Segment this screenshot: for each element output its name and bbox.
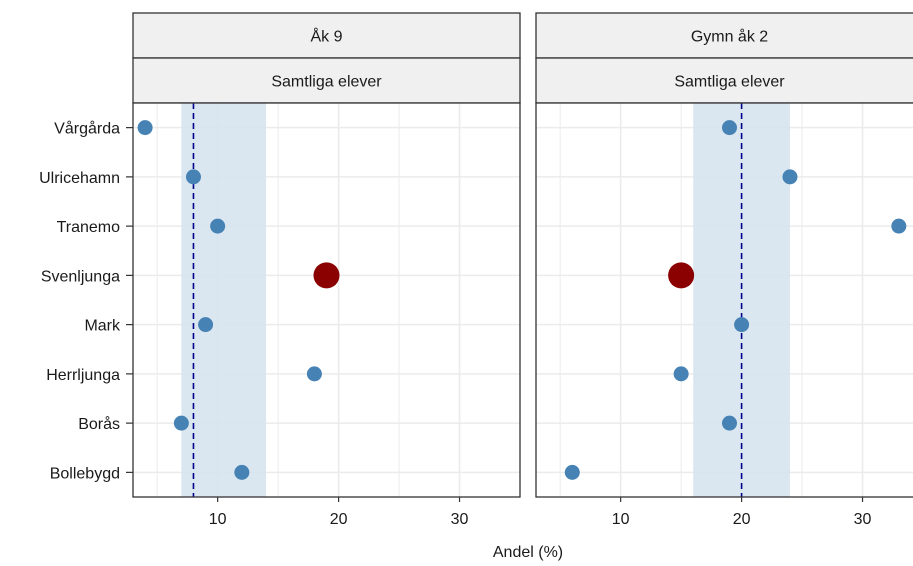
strip-top-label: Gymn åk 2 — [691, 28, 768, 46]
point-tranemo — [891, 218, 907, 234]
strip-top-label: Åk 9 — [310, 27, 342, 46]
facet-panels: Åk 9 Samtliga elever 10 20 30 Gymn åk 2 Samtli… — [132, 12, 913, 528]
y-tick-label-herrljunga: Herrljunga — [46, 367, 120, 384]
reference-band — [181, 103, 267, 497]
y-tick-label-vårgårda: Vårgårda — [54, 120, 120, 138]
panel-2: Gymn åk 2 Samtliga elever 10 20 30 — [535, 12, 913, 528]
strip-bottom-label: Samtliga elever — [271, 74, 382, 91]
point-borås — [722, 415, 737, 431]
y-tick-label-tranemo: Tranemo — [57, 219, 121, 236]
point-borås — [173, 415, 189, 431]
x-axis-title: Andel (%) — [493, 544, 563, 561]
point-bollebygd — [234, 464, 250, 480]
point-svenljunga — [668, 262, 695, 289]
point-svenljunga — [313, 262, 340, 289]
point-tranemo — [210, 218, 226, 234]
strip-bottom-box — [132, 57, 521, 104]
x-tick-label: 10 — [209, 511, 227, 528]
point-mark — [198, 317, 214, 333]
point-ulricehamn — [185, 169, 201, 185]
point-vårgårda — [137, 120, 153, 136]
y-tick-label-ulricehamn: Ulricehamn — [39, 170, 120, 187]
point-mark — [734, 317, 750, 333]
point-herrljunga — [673, 366, 689, 382]
strip-bottom-box — [535, 57, 913, 104]
x-tick-label: 20 — [733, 511, 751, 528]
y-tick-label-mark: Mark — [84, 318, 121, 335]
x-tick-label: 20 — [330, 511, 348, 528]
x-tick-label: 10 — [612, 511, 630, 528]
x-tick-label: 30 — [451, 511, 469, 528]
strip-top-box — [535, 12, 913, 59]
point-herrljunga — [306, 366, 322, 382]
strip-bottom-label: Samtliga elever — [674, 74, 785, 91]
panel-border — [132, 102, 521, 498]
panel-1: Åk 9 Samtliga elever 10 20 30 — [132, 12, 521, 528]
plot-area — [536, 103, 913, 497]
y-tick-label-borås: Borås — [78, 415, 120, 433]
y-tick-label-bollebygd: Bollebygd — [50, 465, 120, 482]
point-vårgårda — [722, 120, 737, 136]
point-bollebygd — [564, 464, 580, 480]
x-tick-label: 30 — [854, 511, 872, 528]
panel-border — [535, 102, 913, 498]
y-tick-label-svenljunga: Svenljunga — [41, 268, 120, 285]
y-axis-labels: Vårgårda Ulricehamn Tranemo Svenljunga Mark H… — [39, 120, 133, 482]
strip-top-box — [132, 12, 521, 59]
plot-area — [133, 103, 520, 497]
point-ulricehamn — [782, 169, 798, 185]
